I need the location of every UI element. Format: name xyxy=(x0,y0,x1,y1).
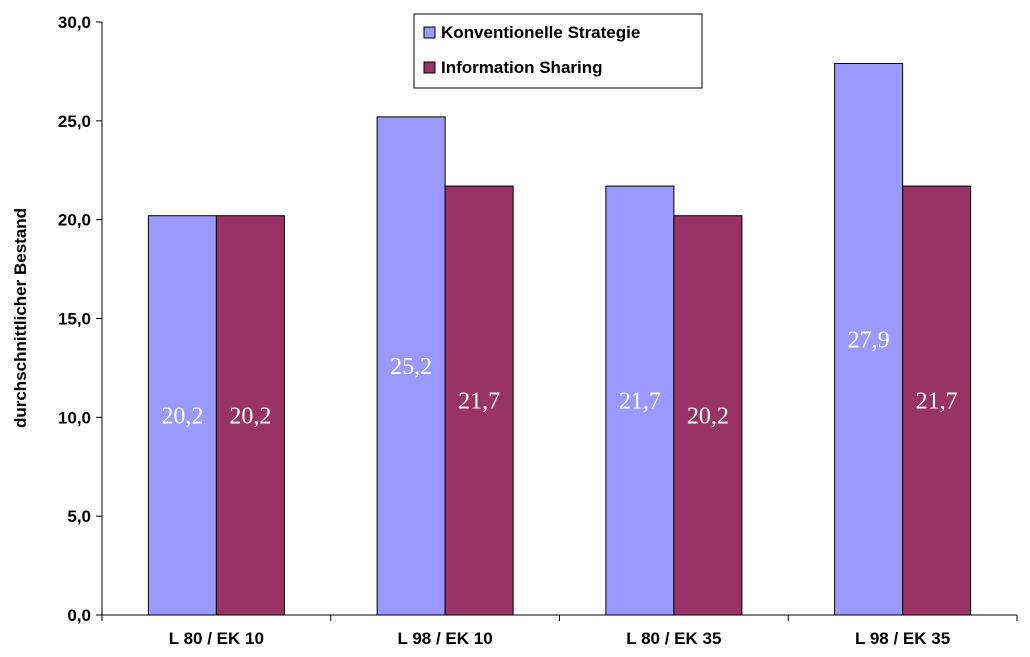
data-label-konventionelle-strategie-l-98-ek-10: 25,2 xyxy=(390,354,432,380)
x-category-label: L 80 / EK 35 xyxy=(626,629,721,648)
legend-label-konventionelle-strategie: Konventionelle Strategie xyxy=(441,23,640,42)
bar-information-sharing-l-80-ek-10 xyxy=(215,215,285,616)
bar-konventionelle-strategie-l-98-ek-10 xyxy=(376,116,446,616)
y-tick-label: 0,0 xyxy=(67,606,91,625)
legend: Konventionelle Strategie Information Sha… xyxy=(413,13,703,89)
y-tick-label: 10,0 xyxy=(58,408,91,427)
data-label-information-sharing-l-98-ek-35: 21,7 xyxy=(916,389,958,415)
y-tick-label: 5,0 xyxy=(67,507,91,526)
legend-label-information-sharing: Information Sharing xyxy=(441,58,603,77)
bar-information-sharing-l-80-ek-35 xyxy=(673,215,743,616)
y-tick-label: 30,0 xyxy=(58,13,91,32)
y-tick-label: 20,0 xyxy=(58,211,91,230)
labels-layer: 20,2 20,2 25,2 21,7 21,7 20,2 27,9 21,7 xyxy=(161,327,957,429)
data-label-information-sharing-l-80-ek-35: 20,2 xyxy=(687,403,729,429)
data-label-konventionelle-strategie-l-80-ek-10: 20,2 xyxy=(161,403,203,429)
bar-konventionelle-strategie-l-80-ek-10 xyxy=(147,215,217,616)
legend-swatch-information-sharing xyxy=(423,61,436,74)
y-axis-title: durchschnittlicher Bestand xyxy=(11,208,30,428)
data-label-information-sharing-l-98-ek-10: 21,7 xyxy=(458,389,500,415)
data-label-information-sharing-l-80-ek-10: 20,2 xyxy=(229,403,271,429)
x-category-label: L 98 / EK 35 xyxy=(855,629,950,648)
x-category-label: L 98 / EK 10 xyxy=(398,629,493,648)
bar-konventionelle-strategie-l-80-ek-35 xyxy=(605,185,675,616)
bar-information-sharing-l-98-ek-10 xyxy=(444,185,514,616)
axes-layer: 0,0 5,0 10,0 15,0 20,0 25,0 30,0 L 80 / EK 10 L … xyxy=(58,13,1018,648)
data-label-konventionelle-strategie-l-98-ek-35: 27,9 xyxy=(848,327,890,353)
bars-layer xyxy=(147,63,972,616)
y-tick-label: 25,0 xyxy=(58,112,91,131)
legend-box xyxy=(413,13,703,89)
y-tick-label: 15,0 xyxy=(58,310,91,329)
x-category-label: L 80 / EK 10 xyxy=(169,629,264,648)
bar-information-sharing-l-98-ek-35 xyxy=(902,185,972,616)
legend-swatch-konventionelle-strategie xyxy=(423,26,436,39)
data-label-konventionelle-strategie-l-80-ek-35: 21,7 xyxy=(619,389,661,415)
